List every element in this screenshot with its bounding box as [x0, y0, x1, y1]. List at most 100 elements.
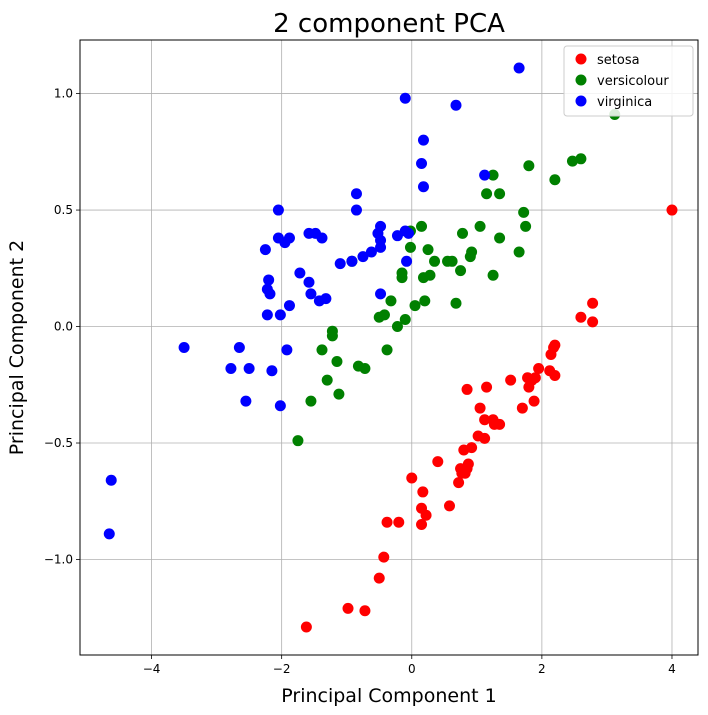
data-point-virginica: [305, 288, 317, 300]
data-point-versicolour: [466, 246, 478, 258]
data-point-versicolour: [494, 188, 506, 200]
data-point-versicolour: [305, 395, 317, 407]
data-point-virginica: [450, 99, 462, 111]
data-point-versicolour: [429, 255, 441, 267]
data-point-virginica: [274, 309, 286, 321]
data-point-setosa: [549, 369, 561, 381]
data-point-virginica: [264, 288, 276, 300]
data-point-setosa: [505, 374, 517, 386]
series-virginica: [103, 62, 525, 540]
data-point-setosa: [587, 297, 599, 309]
legend-label-virginica: virginica: [597, 95, 652, 110]
data-point-virginica: [243, 362, 255, 374]
data-point-virginica: [416, 157, 428, 169]
data-point-virginica: [401, 255, 413, 267]
data-point-setosa: [545, 348, 557, 360]
data-point-setosa: [488, 418, 500, 430]
legend-marker-virginica: [575, 95, 587, 107]
data-point-setosa: [378, 551, 390, 563]
data-point-versicolour: [523, 160, 535, 172]
data-point-setosa: [416, 519, 428, 531]
data-point-versicolour: [391, 321, 403, 333]
data-point-virginica: [479, 169, 491, 181]
x-tick-label: 2: [538, 662, 546, 676]
data-point-versicolour: [373, 311, 385, 323]
data-point-virginica: [272, 232, 284, 244]
data-point-setosa: [432, 456, 444, 468]
y-tick-label: −0.5: [44, 436, 73, 450]
data-point-setosa: [472, 430, 484, 442]
data-point-virginica: [513, 62, 525, 74]
data-point-setosa: [479, 414, 491, 426]
x-tick-label: 0: [408, 662, 416, 676]
data-point-versicolour: [331, 355, 343, 367]
data-point-virginica: [346, 255, 358, 267]
data-point-virginica: [303, 227, 315, 239]
data-points: [103, 62, 678, 633]
data-point-versicolour: [474, 220, 486, 232]
y-tick-label: 1.0: [54, 87, 73, 101]
data-point-setosa: [443, 500, 455, 512]
data-point-setosa: [453, 477, 465, 489]
y-tick-label: −1.0: [44, 552, 73, 566]
data-point-versicolour: [446, 255, 458, 267]
series-setosa: [300, 204, 678, 633]
data-point-versicolour: [399, 314, 411, 326]
plot-frame: [79, 39, 699, 656]
data-point-versicolour: [292, 435, 304, 447]
data-point-setosa: [420, 509, 432, 521]
legend-marker-setosa: [575, 53, 587, 65]
data-point-virginica: [320, 293, 332, 305]
data-point-virginica: [240, 395, 252, 407]
data-point-setosa: [523, 381, 535, 393]
data-point-virginica: [274, 400, 286, 412]
x-tick-label: −4: [143, 662, 161, 676]
y-axis-ticks: −1.0 −0.5 0.0 0.5 1.0: [44, 87, 80, 566]
data-point-versicolour: [333, 388, 345, 400]
y-axis-label: Principal Component 2: [6, 240, 28, 455]
data-point-virginica: [225, 362, 237, 374]
data-point-versicolour: [481, 188, 493, 200]
data-point-virginica: [417, 134, 429, 146]
data-point-virginica: [294, 267, 306, 279]
data-point-virginica: [259, 244, 271, 256]
data-point-versicolour: [487, 169, 499, 181]
data-point-setosa: [456, 467, 468, 479]
data-point-setosa: [300, 621, 312, 633]
data-point-virginica: [350, 204, 362, 216]
legend: setosa versicolour virginica: [563, 45, 694, 117]
data-point-setosa: [461, 383, 473, 395]
legend-label-versicolour: versicolour: [597, 74, 669, 89]
data-point-setosa: [533, 362, 545, 374]
data-point-setosa: [575, 311, 587, 323]
data-point-versicolour: [321, 374, 333, 386]
data-point-versicolour: [575, 153, 587, 165]
data-point-setosa: [381, 516, 393, 528]
y-tick-label: 0.5: [54, 203, 73, 217]
data-point-setosa: [359, 605, 371, 617]
data-point-setosa: [373, 572, 385, 584]
data-point-versicolour: [419, 295, 431, 307]
data-point-versicolour: [417, 272, 429, 284]
data-point-versicolour: [396, 267, 408, 279]
data-point-setosa: [393, 516, 405, 528]
data-point-virginica: [272, 204, 284, 216]
data-point-versicolour: [326, 330, 338, 342]
data-point-setosa: [528, 395, 540, 407]
data-point-virginica: [105, 474, 117, 486]
data-point-virginica: [375, 288, 387, 300]
data-point-virginica: [399, 92, 411, 104]
data-point-versicolour: [352, 360, 364, 372]
data-point-virginica: [233, 342, 245, 353]
chart-title: 2 component PCA: [273, 9, 505, 39]
data-point-versicolour: [494, 232, 506, 244]
data-point-versicolour: [513, 246, 525, 258]
data-point-setosa: [522, 372, 534, 384]
data-point-virginica: [365, 246, 377, 258]
legend-box: [563, 45, 694, 117]
data-point-virginica: [350, 188, 362, 200]
data-point-virginica: [261, 309, 273, 321]
data-point-setosa: [516, 402, 528, 414]
data-point-virginica: [417, 181, 429, 193]
data-point-versicolour: [455, 265, 467, 277]
